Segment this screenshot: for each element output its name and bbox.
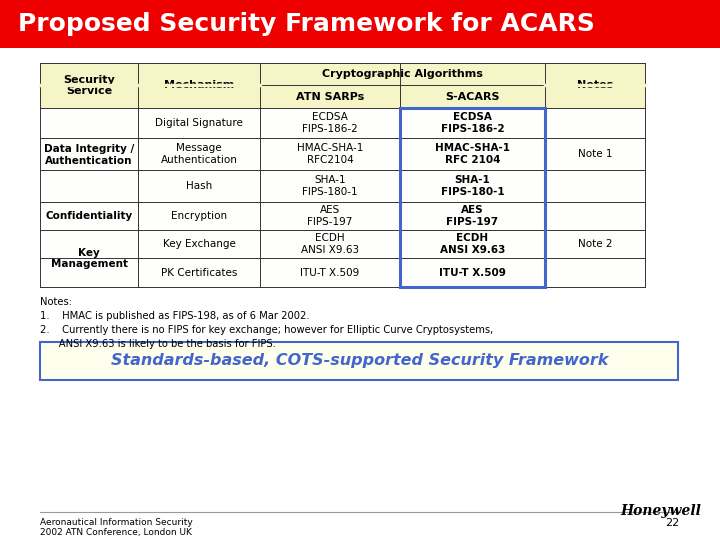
Bar: [40, 138, 138, 170]
Bar: [545, 258, 645, 287]
Text: Mechanism: Mechanism: [164, 80, 234, 91]
Bar: [545, 138, 645, 170]
Bar: [40, 63, 138, 108]
Bar: [545, 230, 645, 258]
Text: Note 1: Note 1: [577, 149, 612, 159]
Text: Confidentiality: Confidentiality: [45, 211, 132, 221]
Bar: [260, 85, 400, 108]
Text: ECDSA
FIPS-186-2: ECDSA FIPS-186-2: [441, 112, 504, 134]
Bar: [400, 85, 545, 108]
Bar: [138, 63, 260, 108]
Bar: [40, 170, 138, 202]
Text: HMAC-SHA-1
RFC 2104: HMAC-SHA-1 RFC 2104: [435, 143, 510, 165]
Text: 2.    Currently there is no FIPS for key exchange; however for Elliptic Curve Cr: 2. Currently there is no FIPS for key ex…: [40, 325, 493, 335]
Text: ANSI X9.63 is likely to be the basis for FIPS.: ANSI X9.63 is likely to be the basis for…: [40, 339, 276, 349]
Text: Honeywell: Honeywell: [620, 504, 701, 518]
Bar: [545, 63, 645, 108]
Bar: [138, 202, 260, 230]
Bar: [260, 258, 400, 287]
Bar: [400, 258, 545, 287]
Bar: [545, 108, 645, 138]
Text: ITU-T X.509: ITU-T X.509: [439, 267, 506, 278]
Bar: [545, 170, 645, 202]
Bar: [40, 108, 138, 138]
Text: S-ACARS: S-ACARS: [445, 91, 500, 102]
Bar: [260, 202, 400, 230]
Text: Hash: Hash: [186, 181, 212, 191]
Bar: [260, 170, 400, 202]
Text: AES
FIPS-197: AES FIPS-197: [307, 205, 353, 227]
Bar: [138, 108, 260, 138]
Text: ECDSA
FIPS-186-2: ECDSA FIPS-186-2: [302, 112, 358, 134]
Text: AES
FIPS-197: AES FIPS-197: [446, 205, 498, 227]
Text: Message
Authentication: Message Authentication: [161, 143, 238, 165]
Bar: [545, 202, 645, 230]
Bar: [40, 258, 138, 287]
Text: PK Certificates: PK Certificates: [161, 267, 237, 278]
Text: SHA-1
FIPS-180-1: SHA-1 FIPS-180-1: [441, 175, 504, 197]
Text: Encryption: Encryption: [171, 211, 227, 221]
Text: 22: 22: [665, 518, 679, 528]
Bar: [400, 230, 545, 258]
Bar: [40, 230, 138, 258]
Bar: [138, 138, 260, 170]
Bar: [400, 108, 545, 138]
Text: 2002 ATN Conference, London UK: 2002 ATN Conference, London UK: [40, 528, 192, 537]
Text: Notes: Notes: [577, 80, 613, 91]
Text: Note 2: Note 2: [577, 239, 612, 249]
Bar: [260, 63, 545, 85]
Bar: [260, 230, 400, 258]
Text: Data Integrity /
Authentication: Data Integrity / Authentication: [44, 144, 134, 166]
Text: 1.    HMAC is published as FIPS-198, as of 6 Mar 2002.: 1. HMAC is published as FIPS-198, as of …: [40, 311, 310, 321]
Bar: [400, 170, 545, 202]
Text: HMAC-SHA-1
RFC2104: HMAC-SHA-1 RFC2104: [297, 143, 363, 165]
Bar: [40, 202, 138, 230]
Text: Notes:: Notes:: [40, 297, 72, 307]
Bar: [260, 138, 400, 170]
Text: SHA-1
FIPS-180-1: SHA-1 FIPS-180-1: [302, 175, 358, 197]
Bar: [138, 230, 260, 258]
Text: Cryptographic Algorithms: Cryptographic Algorithms: [322, 69, 483, 79]
Bar: [0, 0, 720, 48]
Bar: [400, 202, 545, 230]
Bar: [138, 170, 260, 202]
Bar: [400, 108, 545, 287]
Bar: [260, 108, 400, 138]
Text: Aeronautical Information Security: Aeronautical Information Security: [40, 518, 193, 527]
Bar: [40, 342, 678, 380]
Text: ITU-T X.509: ITU-T X.509: [300, 267, 359, 278]
Text: ECDH
ANSI X9.63: ECDH ANSI X9.63: [301, 233, 359, 255]
Text: ECDH
ANSI X9.63: ECDH ANSI X9.63: [440, 233, 505, 255]
Text: Digital Signature: Digital Signature: [155, 118, 243, 128]
Text: ATN SARPs: ATN SARPs: [296, 91, 364, 102]
Bar: [138, 258, 260, 287]
Text: Standards-based, COTS-supported Security Framework: Standards-based, COTS-supported Security…: [112, 354, 608, 368]
Bar: [400, 138, 545, 170]
Text: Security
Service: Security Service: [63, 75, 115, 96]
Text: Key
Management: Key Management: [50, 248, 127, 269]
Text: Key Exchange: Key Exchange: [163, 239, 235, 249]
Text: Proposed Security Framework for ACARS: Proposed Security Framework for ACARS: [18, 12, 595, 36]
